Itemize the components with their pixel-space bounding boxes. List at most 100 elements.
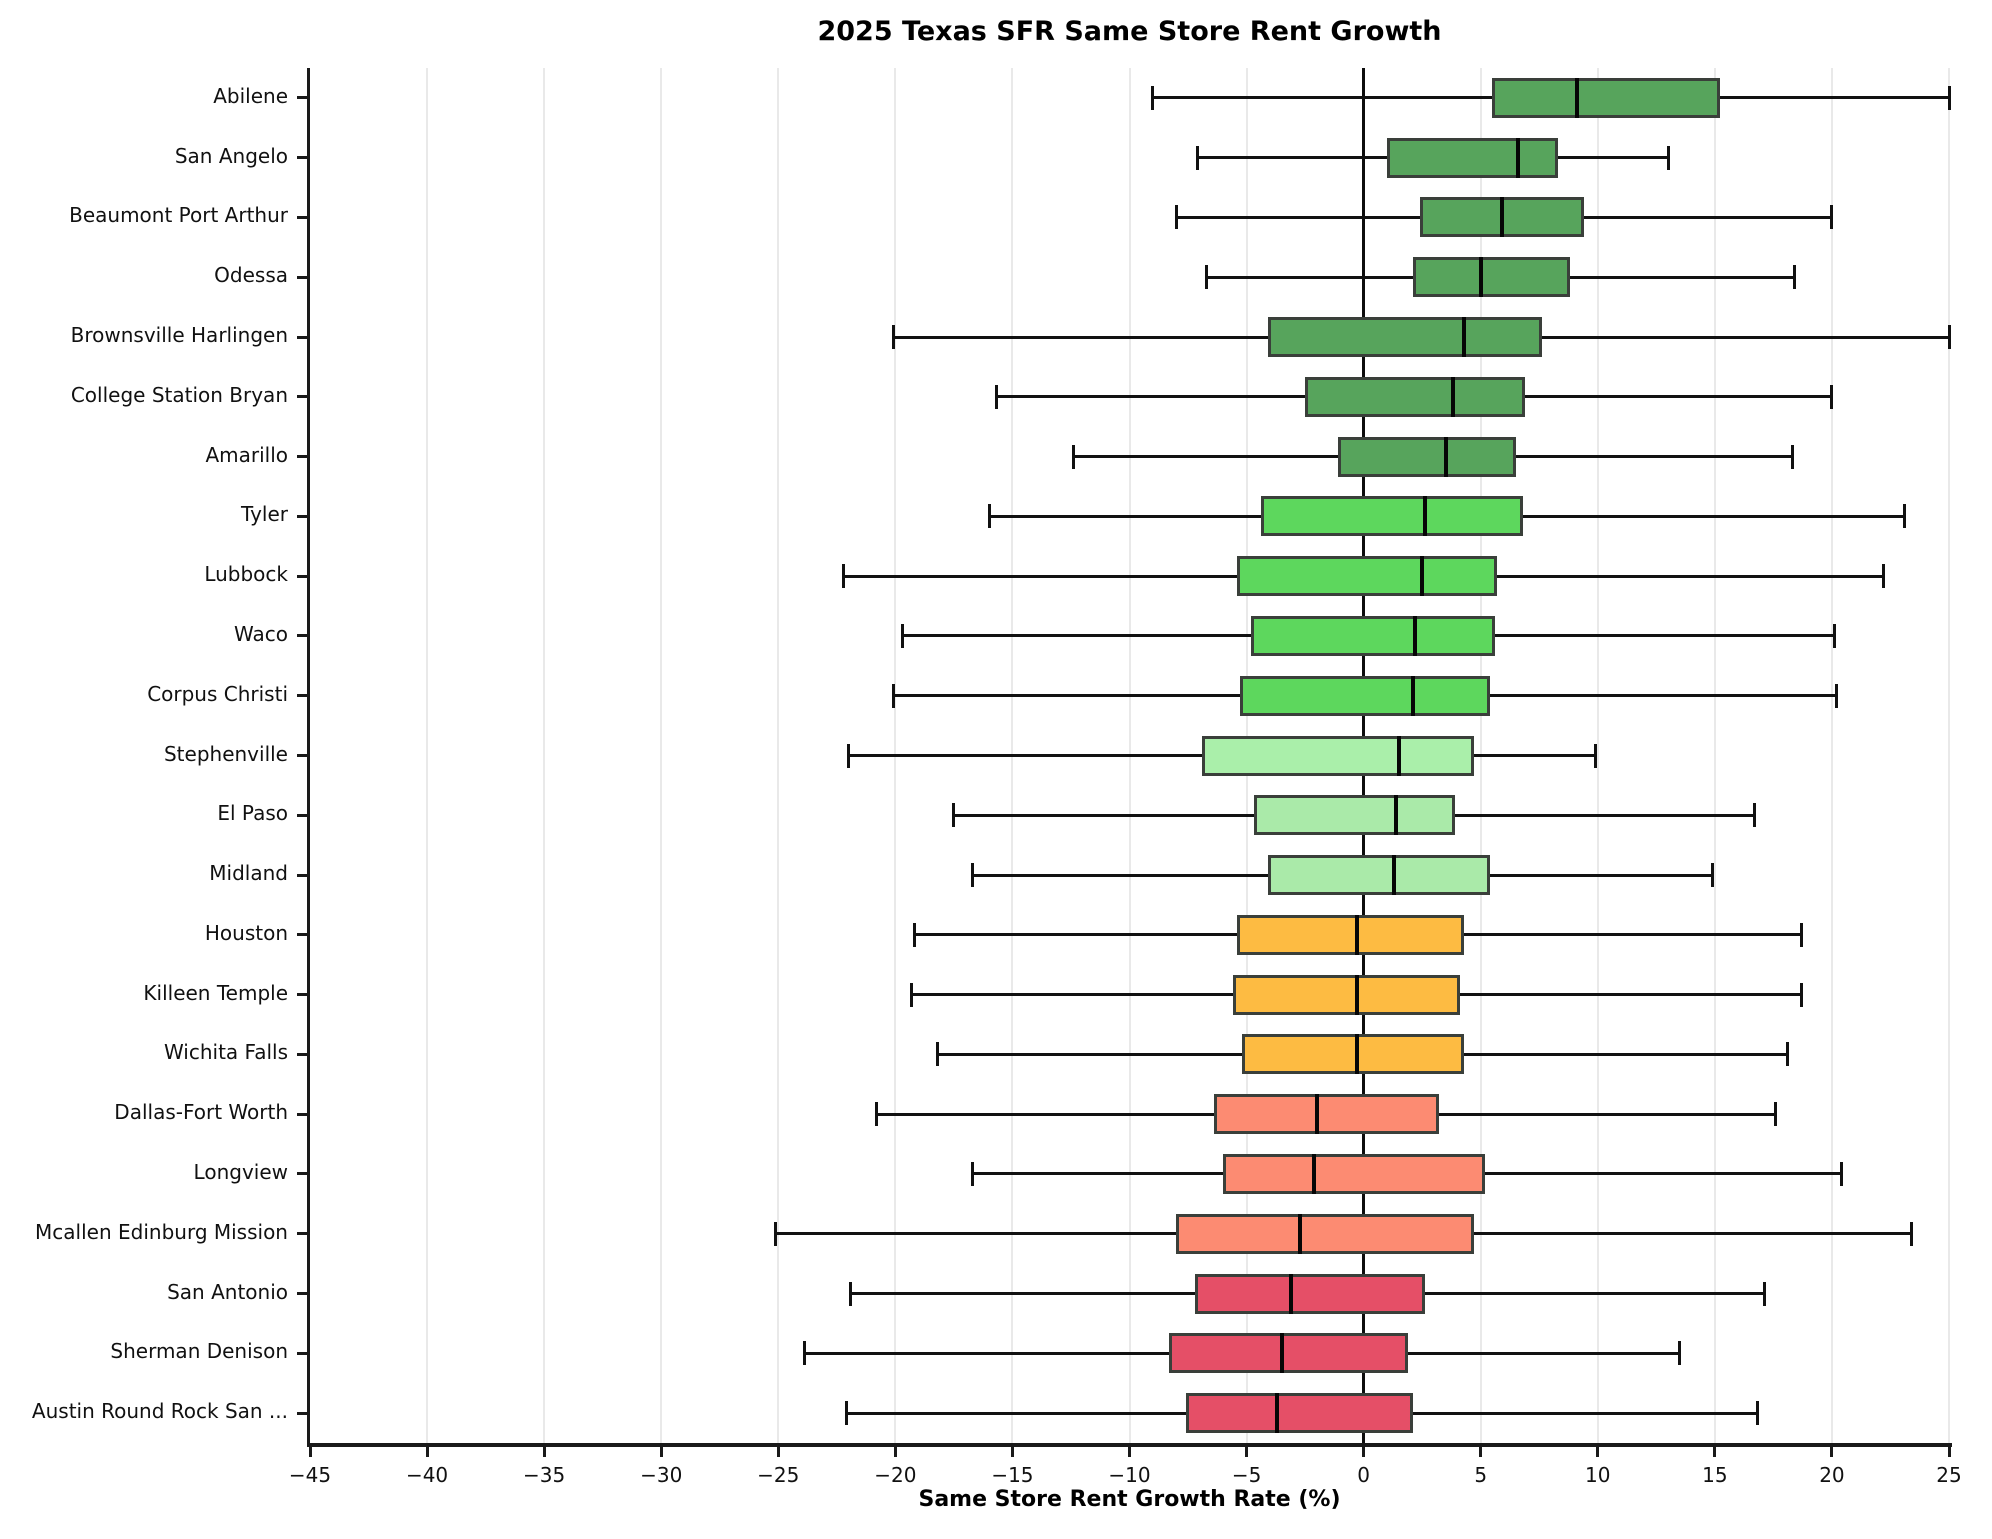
- whisker-cap-low-austin-round-rock-san: [844, 1401, 848, 1426]
- y-tick-label-college-station-bryan: College Station Bryan: [70, 382, 288, 407]
- y-tick-longview: [297, 1172, 307, 1176]
- whisker-cap-low-college-station-bryan: [994, 384, 998, 409]
- whisker-cap-high-sherman-denison: [1678, 1341, 1682, 1366]
- box-dallas-fort-worth: [1213, 1094, 1439, 1135]
- x-axis-label: Same Store Rent Growth Rate (%): [918, 1487, 1341, 1512]
- median-austin-round-rock-san: [1275, 1393, 1279, 1434]
- y-tick-killeen-temple: [297, 993, 307, 997]
- median-sherman-denison: [1279, 1333, 1284, 1374]
- median-odessa: [1478, 257, 1483, 298]
- x-tick-label-25: 25: [1936, 1463, 1962, 1487]
- box-waco: [1251, 615, 1495, 656]
- y-tick-mcallen-edinburg-mission: [297, 1232, 307, 1236]
- gridline-−30: [660, 68, 663, 1443]
- whisker-cap-low-longview: [971, 1161, 975, 1186]
- median-tyler: [1422, 496, 1427, 537]
- whisker-cap-low-mcallen-edinburg-mission: [774, 1221, 778, 1246]
- y-tick-label-tyler: Tyler: [240, 502, 288, 527]
- x-tick-label-−15: −15: [991, 1463, 1034, 1487]
- box-houston: [1237, 914, 1465, 955]
- median-college-station-bryan: [1450, 376, 1455, 417]
- chart-title: 2025 Texas SFR Same Store Rent Growth: [817, 16, 1442, 47]
- whisker-cap-low-wichita-falls: [936, 1042, 939, 1067]
- y-tick-wichita-falls: [297, 1052, 307, 1056]
- whisker-cap-high-midland: [1711, 863, 1715, 888]
- x-tick-−10: [1128, 1447, 1131, 1457]
- x-tick-−30: [659, 1447, 663, 1457]
- gridline-15: [1713, 68, 1716, 1443]
- y-tick-label-austin-round-rock-san: Austin Round Rock San ...: [31, 1399, 288, 1424]
- gridline-−40: [426, 68, 429, 1443]
- y-tick-sherman-denison: [297, 1351, 307, 1355]
- y-tick-label-killeen-temple: Killeen Temple: [143, 980, 288, 1005]
- whisker-cap-high-college-station-bryan: [1830, 384, 1834, 409]
- whisker-cap-high-mcallen-edinburg-mission: [1910, 1221, 1914, 1246]
- median-killeen-temple: [1354, 974, 1359, 1015]
- x-tick-5: [1479, 1447, 1483, 1457]
- x-tick-0: [1362, 1447, 1366, 1457]
- x-tick-−5: [1245, 1447, 1249, 1457]
- median-dallas-fort-worth: [1314, 1094, 1319, 1135]
- gridline-20: [1830, 68, 1833, 1443]
- y-tick-tyler: [297, 514, 307, 518]
- y-tick-label-mcallen-edinburg-mission: Mcallen Edinburg Mission: [35, 1219, 288, 1244]
- median-beaumont-port-arthur: [1499, 197, 1504, 238]
- x-tick-label-−35: −35: [523, 1463, 566, 1487]
- whisker-cap-low-beaumont-port-arthur: [1174, 205, 1178, 230]
- x-tick-label-−30: −30: [640, 1463, 683, 1487]
- y-tick-label-amarillo: Amarillo: [205, 442, 288, 467]
- whisker-cap-low-tyler: [987, 504, 991, 529]
- x-tick-−15: [1010, 1447, 1014, 1457]
- median-el-paso: [1394, 795, 1399, 836]
- gridline-25: [1948, 68, 1950, 1443]
- y-tick-label-brownsville-harlingen: Brownsville Harlingen: [70, 323, 288, 348]
- median-midland: [1392, 855, 1397, 896]
- median-san-antonio: [1289, 1273, 1294, 1314]
- y-tick-san-angelo: [297, 156, 307, 160]
- x-tick-−25: [776, 1447, 780, 1457]
- whisker-cap-high-stephenville: [1593, 743, 1597, 768]
- y-axis-spine: [307, 68, 310, 1446]
- y-tick-houston: [297, 933, 307, 937]
- whisker-cap-low-stephenville: [847, 743, 851, 768]
- x-tick-label-15: 15: [1702, 1463, 1728, 1487]
- whisker-cap-low-houston: [912, 922, 916, 947]
- gridline-10: [1596, 68, 1599, 1443]
- x-tick-label-0: 0: [1357, 1463, 1370, 1487]
- box-midland: [1267, 855, 1491, 896]
- whisker-cap-low-lubbock: [842, 564, 846, 589]
- box-stephenville: [1202, 735, 1474, 776]
- median-san-angelo: [1516, 137, 1521, 178]
- median-longview: [1312, 1153, 1317, 1194]
- median-lubbock: [1420, 556, 1425, 597]
- y-tick-dallas-fort-worth: [297, 1112, 307, 1116]
- y-tick-label-abilene: Abilene: [213, 83, 288, 108]
- y-tick-brownsville-harlingen: [297, 335, 307, 339]
- whisker-cap-low-sherman-denison: [802, 1341, 806, 1366]
- y-tick-austin-round-rock-san: [297, 1411, 307, 1415]
- x-tick-−35: [542, 1447, 546, 1457]
- median-brownsville-harlingen: [1462, 317, 1467, 358]
- y-tick-label-stephenville: Stephenville: [163, 741, 288, 766]
- x-tick-label-−25: −25: [757, 1463, 800, 1487]
- whisker-cap-high-wichita-falls: [1785, 1042, 1789, 1067]
- box-lubbock: [1237, 556, 1498, 597]
- x-tick-−20: [893, 1447, 897, 1457]
- x-tick-label-−5: −5: [1231, 1463, 1262, 1487]
- gridline-−25: [777, 68, 780, 1443]
- whisker-cap-high-killeen-temple: [1799, 982, 1803, 1007]
- box-abilene: [1492, 77, 1720, 118]
- whisker-cap-high-el-paso: [1753, 803, 1757, 828]
- median-corpus-christi: [1410, 675, 1415, 716]
- box-odessa: [1412, 257, 1570, 298]
- x-tick-label-−20: −20: [874, 1463, 917, 1487]
- median-waco: [1413, 615, 1418, 656]
- y-tick-corpus-christi: [297, 694, 307, 698]
- whisker-cap-high-san-angelo: [1666, 145, 1670, 170]
- box-austin-round-rock-san: [1185, 1393, 1413, 1434]
- y-tick-abilene: [297, 96, 307, 100]
- y-tick-midland: [297, 873, 307, 877]
- box-el-paso: [1253, 795, 1455, 836]
- y-tick-label-el-paso: El Paso: [217, 801, 288, 826]
- y-tick-label-san-antonio: San Antonio: [167, 1279, 288, 1304]
